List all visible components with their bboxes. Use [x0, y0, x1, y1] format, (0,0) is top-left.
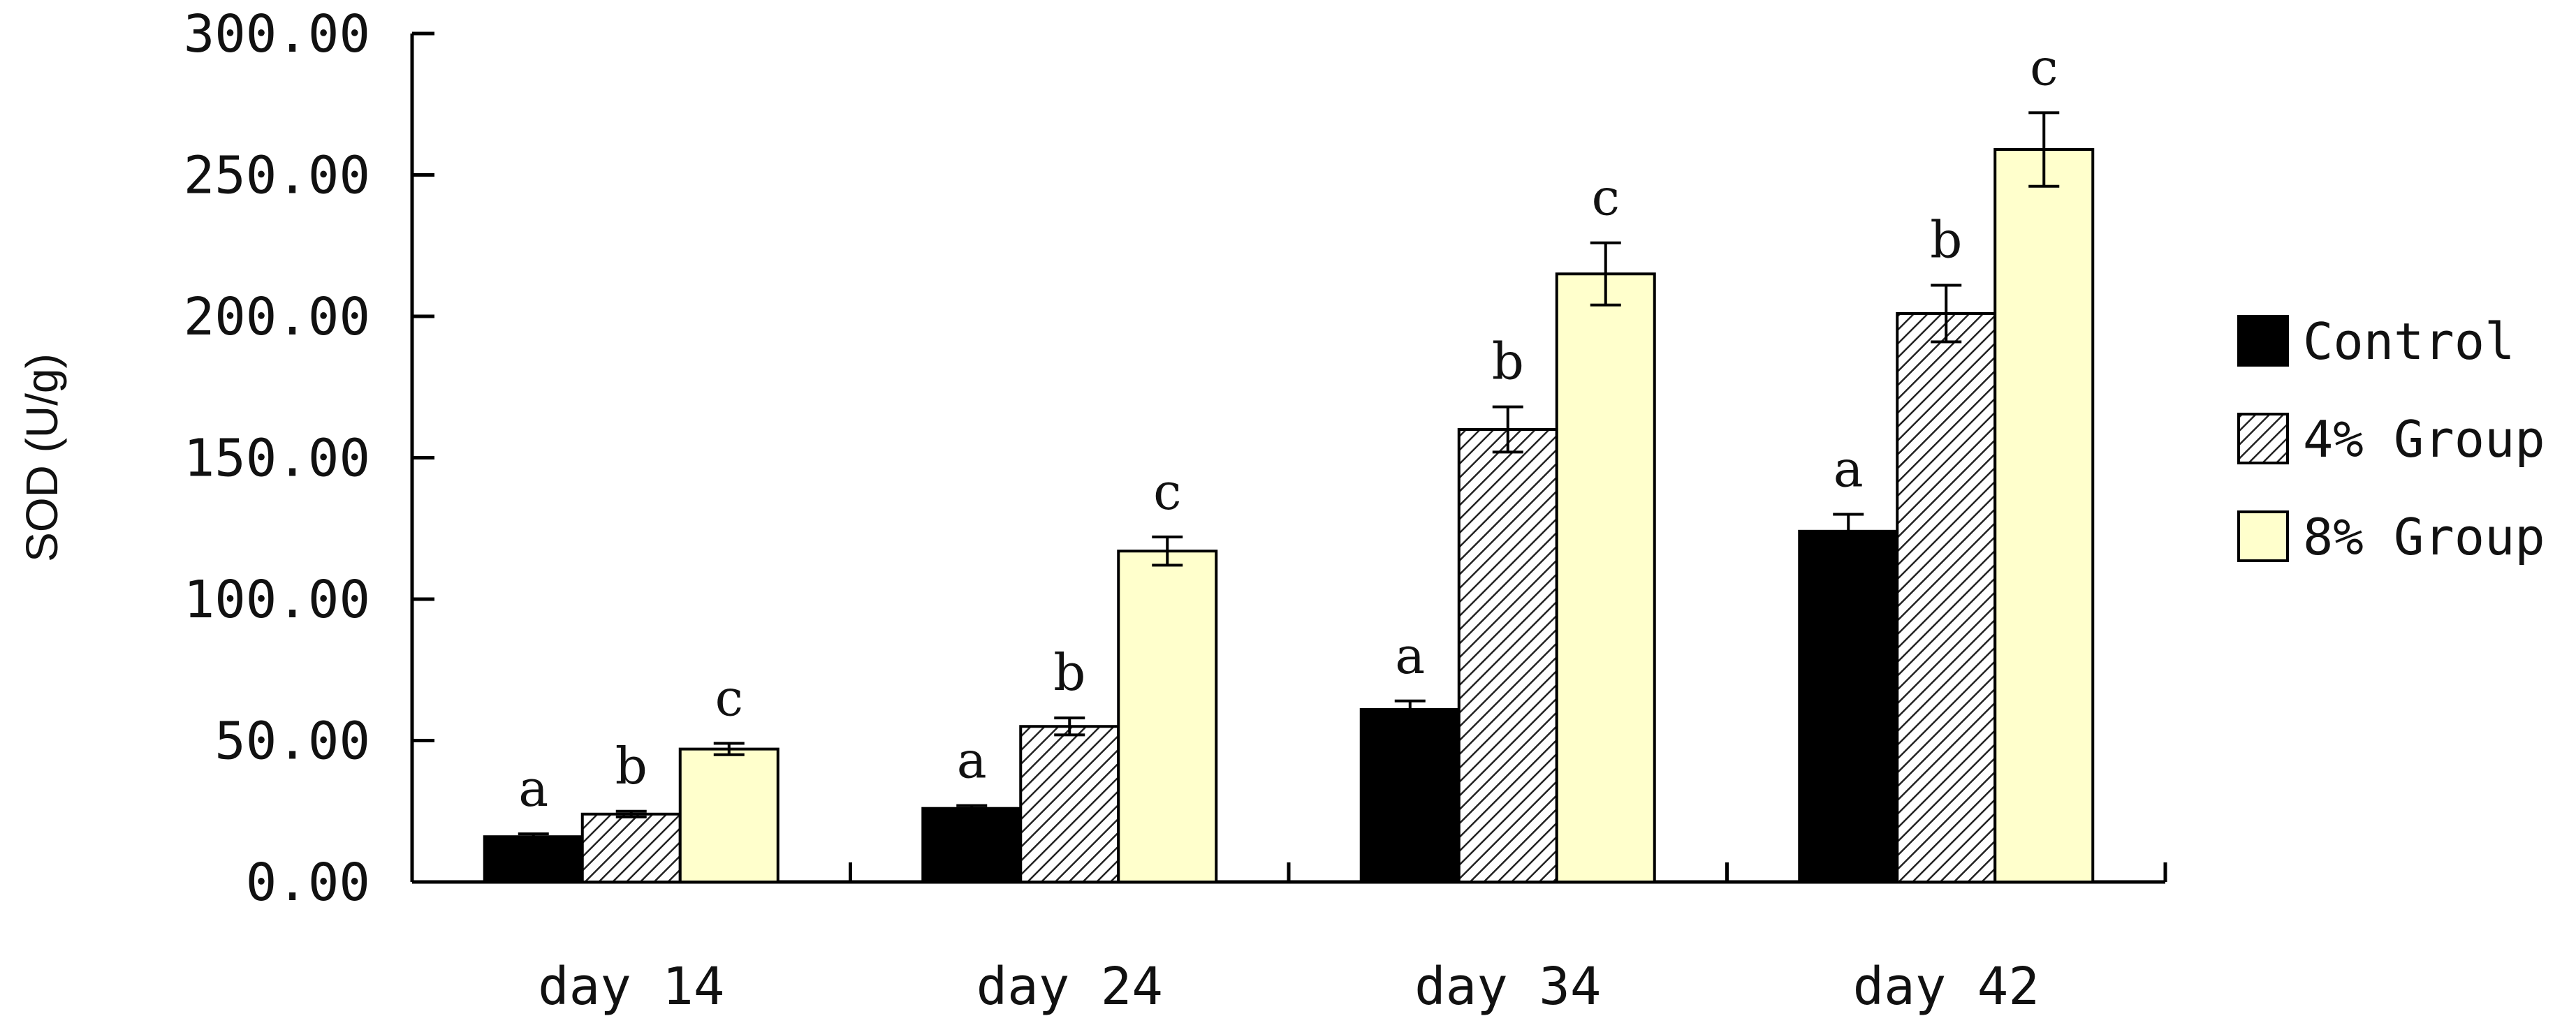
significance-letter: a	[1834, 440, 1864, 499]
bar-control	[921, 807, 1023, 883]
bar-8-group	[678, 747, 780, 884]
bar-control	[1798, 529, 1899, 883]
x-category-label: day 14	[538, 957, 724, 1017]
significance-letter: a	[957, 731, 987, 790]
y-tick-label: 0.00	[246, 853, 370, 913]
legend-label: 8% Group	[2303, 508, 2545, 566]
legend-label: Control	[2303, 312, 2515, 371]
x-category-label: day 42	[1853, 957, 2040, 1017]
y-tick-label: 250.00	[184, 146, 370, 206]
bar-4-group	[1457, 428, 1558, 883]
bar-4-group	[1896, 311, 1997, 883]
bar-8-group	[1555, 272, 1656, 883]
bar-8-group	[1117, 550, 1218, 884]
significance-letter: b	[1053, 643, 1085, 702]
y-axis-title: SOD (U/g)	[17, 353, 67, 562]
y-tick-label: 300.00	[184, 4, 370, 64]
significance-letter: c	[715, 669, 743, 728]
significance-letter: a	[1395, 626, 1425, 685]
significance-letter: c	[1592, 168, 1620, 227]
x-category-label: day 24	[976, 957, 1163, 1017]
significance-letter: b	[615, 737, 647, 795]
bar-4-group	[1019, 725, 1120, 883]
significance-letter: c	[1153, 462, 1181, 521]
legend-label: 4% Group	[2303, 410, 2545, 469]
bar-control	[483, 835, 584, 883]
significance-letter: c	[2030, 38, 2058, 96]
legend-swatch	[2237, 315, 2289, 367]
x-category-label: day 34	[1414, 957, 1601, 1017]
y-tick-label: 200.00	[184, 287, 370, 347]
bar-4-group	[580, 812, 682, 884]
legend-swatch	[2237, 413, 2289, 464]
significance-letter: b	[1492, 332, 1524, 391]
y-tick-label: 50.00	[214, 712, 370, 772]
significance-letter: a	[518, 759, 548, 818]
significance-letter: b	[1930, 210, 1962, 269]
y-tick-label: 150.00	[184, 429, 370, 489]
y-tick-label: 100.00	[184, 570, 370, 630]
legend-swatch	[2237, 510, 2289, 562]
bar-8-group	[1993, 148, 2095, 883]
bar-control	[1359, 707, 1461, 884]
